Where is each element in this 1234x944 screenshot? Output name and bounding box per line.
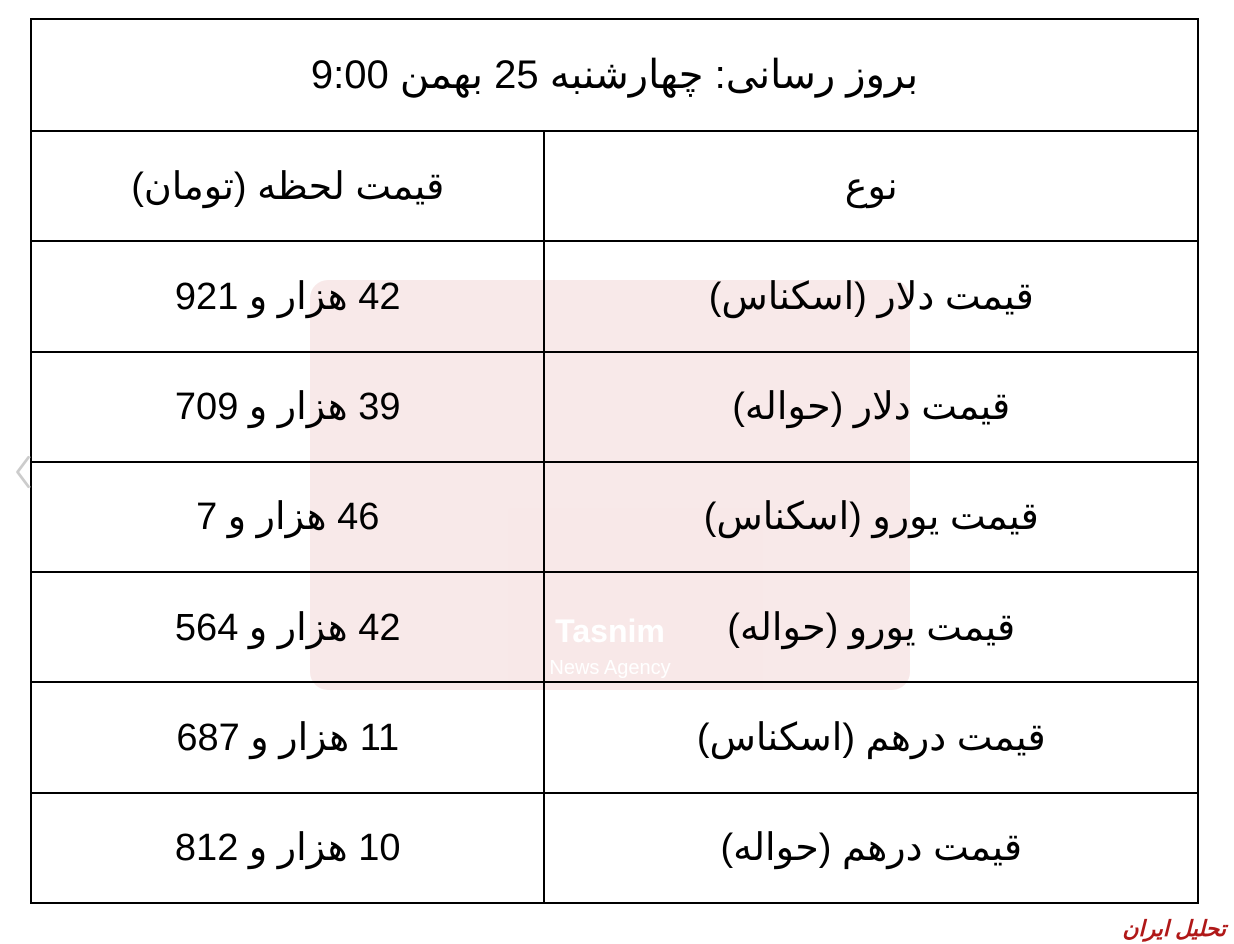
- cell-type: قیمت یورو (حواله): [544, 572, 1198, 682]
- cell-price: 42 هزار و 564: [31, 572, 544, 682]
- chevron-left-icon: [12, 452, 34, 492]
- cell-price: 39 هزار و 709: [31, 352, 544, 462]
- cell-type: قیمت درهم (حواله): [544, 793, 1198, 903]
- cell-type: قیمت درهم (اسکناس): [544, 682, 1198, 792]
- cell-price: 42 هزار و 921: [31, 241, 544, 351]
- cell-price: 10 هزار و 812: [31, 793, 544, 903]
- header-type: نوع: [544, 131, 1198, 241]
- table-row: قیمت دلار (حواله) 39 هزار و 709: [31, 352, 1198, 462]
- table-header-row: نوع قیمت لحظه (تومان): [31, 131, 1198, 241]
- cell-price: 11 هزار و 687: [31, 682, 544, 792]
- cell-type: قیمت دلار (اسکناس): [544, 241, 1198, 351]
- table-row: قیمت درهم (حواله) 10 هزار و 812: [31, 793, 1198, 903]
- cell-type: قیمت دلار (حواله): [544, 352, 1198, 462]
- table-row: قیمت یورو (اسکناس) 46 هزار و 7: [31, 462, 1198, 572]
- table-title: بروز رسانی: چهارشنبه 25 بهمن 9:00: [31, 19, 1198, 131]
- site-mark: تحلیل ایران: [1122, 916, 1226, 942]
- table-row: قیمت دلار (اسکناس) 42 هزار و 921: [31, 241, 1198, 351]
- cell-price: 46 هزار و 7: [31, 462, 544, 572]
- header-price: قیمت لحظه (تومان): [31, 131, 544, 241]
- table-row: قیمت درهم (اسکناس) 11 هزار و 687: [31, 682, 1198, 792]
- currency-price-table: بروز رسانی: چهارشنبه 25 بهمن 9:00 نوع قی…: [30, 18, 1199, 904]
- price-table-container: بروز رسانی: چهارشنبه 25 بهمن 9:00 نوع قی…: [30, 18, 1199, 904]
- cell-type: قیمت یورو (اسکناس): [544, 462, 1198, 572]
- prev-arrow-button[interactable]: [8, 447, 38, 497]
- table-row: قیمت یورو (حواله) 42 هزار و 564: [31, 572, 1198, 682]
- table-title-row: بروز رسانی: چهارشنبه 25 بهمن 9:00: [31, 19, 1198, 131]
